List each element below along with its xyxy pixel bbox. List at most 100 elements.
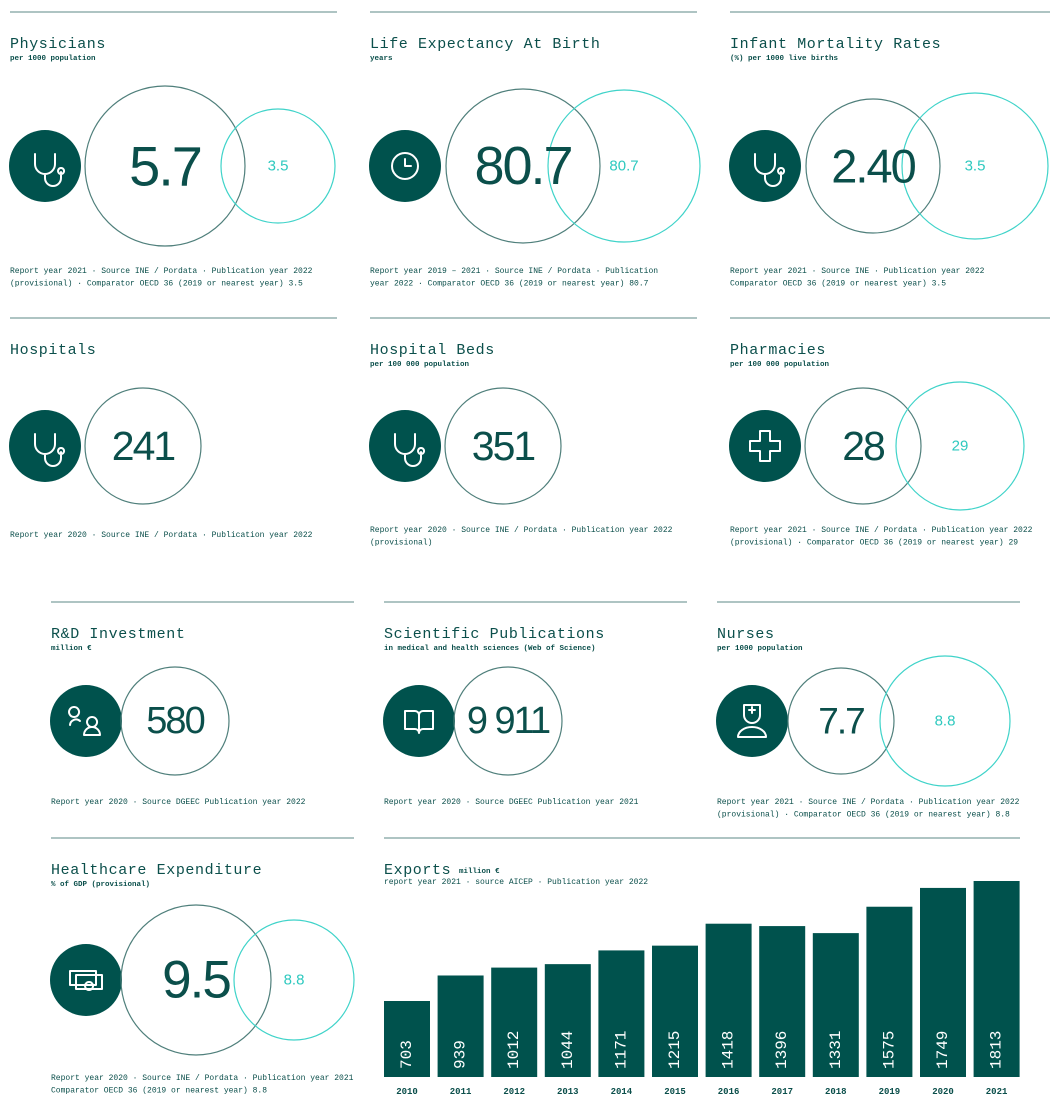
card-subtitle: years xyxy=(370,55,393,63)
card-note: Report year 2020 · Source INE / Pordata … xyxy=(51,1074,354,1083)
value-circle xyxy=(453,666,563,776)
card-note: Report year 2021 · Source INE · Publicat… xyxy=(730,267,985,276)
bar xyxy=(437,975,484,1077)
icon-circle xyxy=(729,410,801,482)
bar xyxy=(705,923,752,1077)
bar-label: 1749 xyxy=(934,1031,952,1069)
card-subtitle: million € xyxy=(51,645,92,653)
card-note: Report year 2021 · Source INE / Pordata … xyxy=(10,267,313,276)
x-tick-label: 2010 xyxy=(396,1087,418,1095)
value-circle xyxy=(84,387,202,505)
card-subtitle: % of GDP (provisional) xyxy=(51,881,150,889)
card-title: Scientific Publications xyxy=(384,626,605,643)
card-note: Report year 2019 – 2021 · Source INE / P… xyxy=(370,267,658,276)
value-circle xyxy=(805,98,941,234)
x-tick-label: 2017 xyxy=(771,1087,793,1095)
card-subtitle: per 1000 population xyxy=(717,645,803,653)
card-title: R&D Investment xyxy=(51,626,185,643)
card-title: Physicians xyxy=(10,36,106,53)
card-note: Report year 2021 · Source INE / Pordata … xyxy=(730,526,1033,535)
icon xyxy=(749,430,781,462)
icon xyxy=(34,433,66,467)
card-title: Pharmacies xyxy=(730,342,826,359)
bar-label: 1044 xyxy=(559,1031,577,1069)
bar xyxy=(598,950,645,1077)
icon-circle xyxy=(50,944,122,1016)
card-value: 7.7 xyxy=(818,701,864,742)
card-note: year 2022 · Comparator OECD 36 (2019 or … xyxy=(370,280,649,289)
x-tick-label: 2014 xyxy=(611,1087,633,1095)
comparator-value: 8.8 xyxy=(935,713,956,730)
icon-circle xyxy=(9,130,81,202)
bar xyxy=(866,906,913,1077)
comparator-value: 3.5 xyxy=(965,158,986,175)
comparator-circle xyxy=(895,381,1025,511)
bar-label: 703 xyxy=(398,1040,416,1069)
card-note: Report year 2020 · Source DGEEC Publicat… xyxy=(51,798,306,807)
card-note: (provisional) · Comparator OECD 36 (2019… xyxy=(10,280,303,289)
icon-circle xyxy=(729,130,801,202)
bar xyxy=(384,1001,430,1077)
x-tick-label: 2020 xyxy=(932,1087,954,1095)
card-title: Nurses xyxy=(717,626,775,643)
bar-label: 1012 xyxy=(505,1031,523,1069)
card-value: 9.5 xyxy=(162,951,230,1010)
card-value: 5.7 xyxy=(129,135,201,198)
card-note: Comparator OECD 36 (2019 or nearest year… xyxy=(51,1087,267,1095)
x-tick-label: 2011 xyxy=(450,1087,472,1095)
card-title: Healthcare Expenditure xyxy=(51,862,262,879)
icon-circle xyxy=(50,685,122,757)
bar xyxy=(491,967,538,1077)
card-note: Report year 2020 · Source INE / Pordata … xyxy=(10,531,313,540)
comparator-circle xyxy=(879,655,1011,787)
card-note: (provisional) · Comparator OECD 36 (2019… xyxy=(717,811,1010,820)
bar-label: 1575 xyxy=(880,1031,898,1069)
x-tick-label: 2015 xyxy=(664,1087,686,1095)
chart-subtitle: million € xyxy=(459,868,500,876)
x-tick-label: 2012 xyxy=(503,1087,525,1095)
card-title: Life Expectancy At Birth xyxy=(370,36,600,53)
icon xyxy=(69,970,103,991)
value-circle xyxy=(444,387,562,505)
value-circle xyxy=(120,904,272,1056)
bar xyxy=(812,933,859,1077)
icon xyxy=(404,710,434,734)
bar-label: 1331 xyxy=(827,1031,845,1069)
bar xyxy=(920,887,966,1077)
comparator-circle xyxy=(220,108,336,224)
icon xyxy=(391,152,419,180)
card-title: Hospital Beds xyxy=(370,342,495,359)
bar-label: 1171 xyxy=(612,1031,630,1069)
card-title: Infant Mortality Rates xyxy=(730,36,941,53)
icon-circle xyxy=(369,410,441,482)
card-subtitle: per 100 000 population xyxy=(370,361,470,369)
bar-label: 939 xyxy=(452,1040,470,1069)
icon xyxy=(737,704,767,738)
bar xyxy=(973,881,1020,1077)
card-value: 2.40 xyxy=(831,140,915,193)
bar xyxy=(652,945,698,1077)
bar-label: 1215 xyxy=(666,1031,684,1069)
bar-label: 1418 xyxy=(720,1031,738,1069)
card-note: Comparator OECD 36 (2019 or nearest year… xyxy=(730,280,946,289)
comparator-circle xyxy=(901,92,1049,240)
comparator-value: 29 xyxy=(952,438,969,455)
card-subtitle: per 1000 population xyxy=(10,55,96,63)
comparator-value: 80.7 xyxy=(609,158,638,175)
card-subtitle: (%) per 1000 live births xyxy=(730,55,839,63)
value-circle xyxy=(445,88,601,244)
icon xyxy=(34,153,66,187)
comparator-value: 8.8 xyxy=(284,972,305,989)
card-note: Report year 2020 · Source DGEEC Publicat… xyxy=(384,798,639,807)
icon xyxy=(754,153,786,187)
icon xyxy=(68,706,101,736)
icon-circle xyxy=(716,685,788,757)
card-value: 80.7 xyxy=(474,136,571,196)
bar xyxy=(544,964,591,1077)
comparator-value: 3.5 xyxy=(268,158,289,175)
card-value: 241 xyxy=(112,423,175,469)
bar-label: 1396 xyxy=(773,1031,791,1069)
value-circle xyxy=(84,85,246,247)
